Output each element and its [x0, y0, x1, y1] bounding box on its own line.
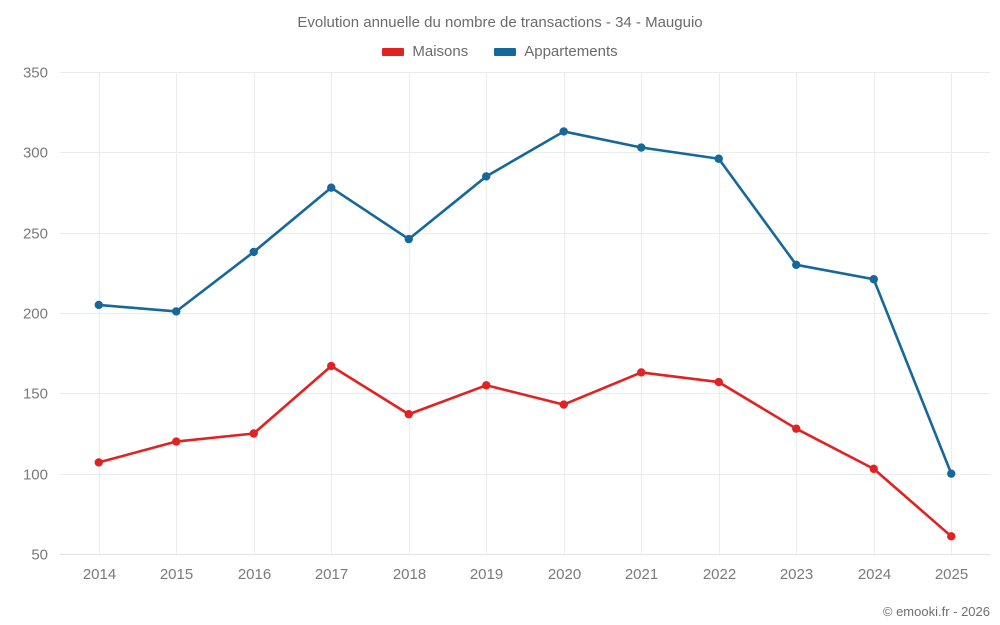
x-axis-tick-label: 2018 [393, 566, 426, 583]
x-axis-tick-label: 2025 [935, 566, 968, 583]
data-point[interactable]: Maisons 2016: 125 [249, 429, 258, 438]
series-line-appartements [97, 130, 953, 475]
data-point[interactable]: Appartements 2023: 230 [792, 260, 801, 269]
chart-title: Evolution annuelle du nombre de transact… [297, 14, 703, 31]
legend-swatch-maisons [382, 47, 405, 56]
data-point[interactable]: Appartements 2016: 238 [249, 247, 258, 257]
data-point[interactable]: Appartements 2014: 205 [94, 300, 103, 310]
legend-label-maisons: Maisons [412, 43, 469, 60]
data-point[interactable]: Appartements 2021: 303 [637, 143, 646, 152]
y-axis-tick-label: 150 [23, 386, 48, 403]
data-point[interactable]: Appartements 2022: 296 [714, 154, 723, 163]
y-axis-tick-label: 250 [23, 226, 48, 243]
y-axis-tick-label: 50 [31, 547, 48, 564]
y-axis-tick-label: 350 [23, 65, 48, 82]
x-axis-tick-label: 2020 [548, 566, 581, 583]
data-point[interactable]: Maisons 2015: 120 [172, 437, 181, 446]
x-axis-tick-label: 2024 [858, 566, 891, 583]
data-point[interactable]: Maisons 2025: 61 [947, 532, 956, 541]
y-axis-tick-label: 300 [23, 145, 48, 162]
legend-swatch-appartements [494, 47, 517, 56]
data-point[interactable]: Maisons 2022: 157 [714, 377, 723, 387]
data-point[interactable]: Maisons 2020: 143 [559, 400, 568, 409]
data-point[interactable]: Appartements 2024: 221 [869, 275, 878, 284]
x-axis-tick-label: 2017 [315, 566, 348, 583]
x-axis-tick-label: 2015 [160, 566, 193, 583]
legend-label-appartements: Appartements [524, 43, 618, 60]
data-point[interactable]: Maisons 2019: 155 [482, 381, 491, 390]
data-point[interactable]: Maisons 2023: 128 [792, 424, 801, 433]
x-axis-tick-label: 2019 [470, 566, 503, 583]
data-point[interactable]: Appartements 2018: 246 [404, 234, 413, 244]
data-point[interactable]: Appartements 2020: 313 [559, 127, 568, 136]
data-point[interactable]: Appartements 2019: 285 [482, 172, 491, 181]
y-axis-tick-label: 100 [23, 467, 48, 484]
legend-item-appartements[interactable]: Appartements [494, 43, 618, 60]
data-point[interactable]: Appartements 2015: 201 [172, 307, 181, 316]
x-axis-tick-label: 2023 [780, 566, 813, 583]
data-point[interactable]: Maisons 2018: 137 [404, 410, 413, 419]
legend-item-maisons[interactable]: Maisons [382, 44, 468, 59]
data-point[interactable]: Maisons 2024: 103 [869, 464, 878, 474]
data-point[interactable]: Maisons 2017: 167 [327, 361, 336, 371]
x-axis-tick-label: 2014 [83, 566, 116, 583]
data-point[interactable]: Appartements 2025: 100 [947, 469, 956, 478]
data-point[interactable]: Appartements 2017: 278 [327, 183, 336, 192]
x-axis-tick-label: 2016 [238, 566, 271, 583]
copyright-footer: © emooki.fr - 2026 [882, 604, 990, 619]
y-axis-tick-label: 200 [23, 306, 48, 323]
data-point[interactable]: Maisons 2014: 107 [94, 458, 103, 467]
data-point[interactable]: Maisons 2021: 163 [637, 368, 646, 377]
x-axis-tick-label: 2021 [625, 566, 658, 583]
chart-legend: Maisons Appartements [0, 44, 1000, 59]
series-line-maisons [97, 364, 953, 538]
x-axis-tick-label: 2022 [703, 566, 736, 583]
